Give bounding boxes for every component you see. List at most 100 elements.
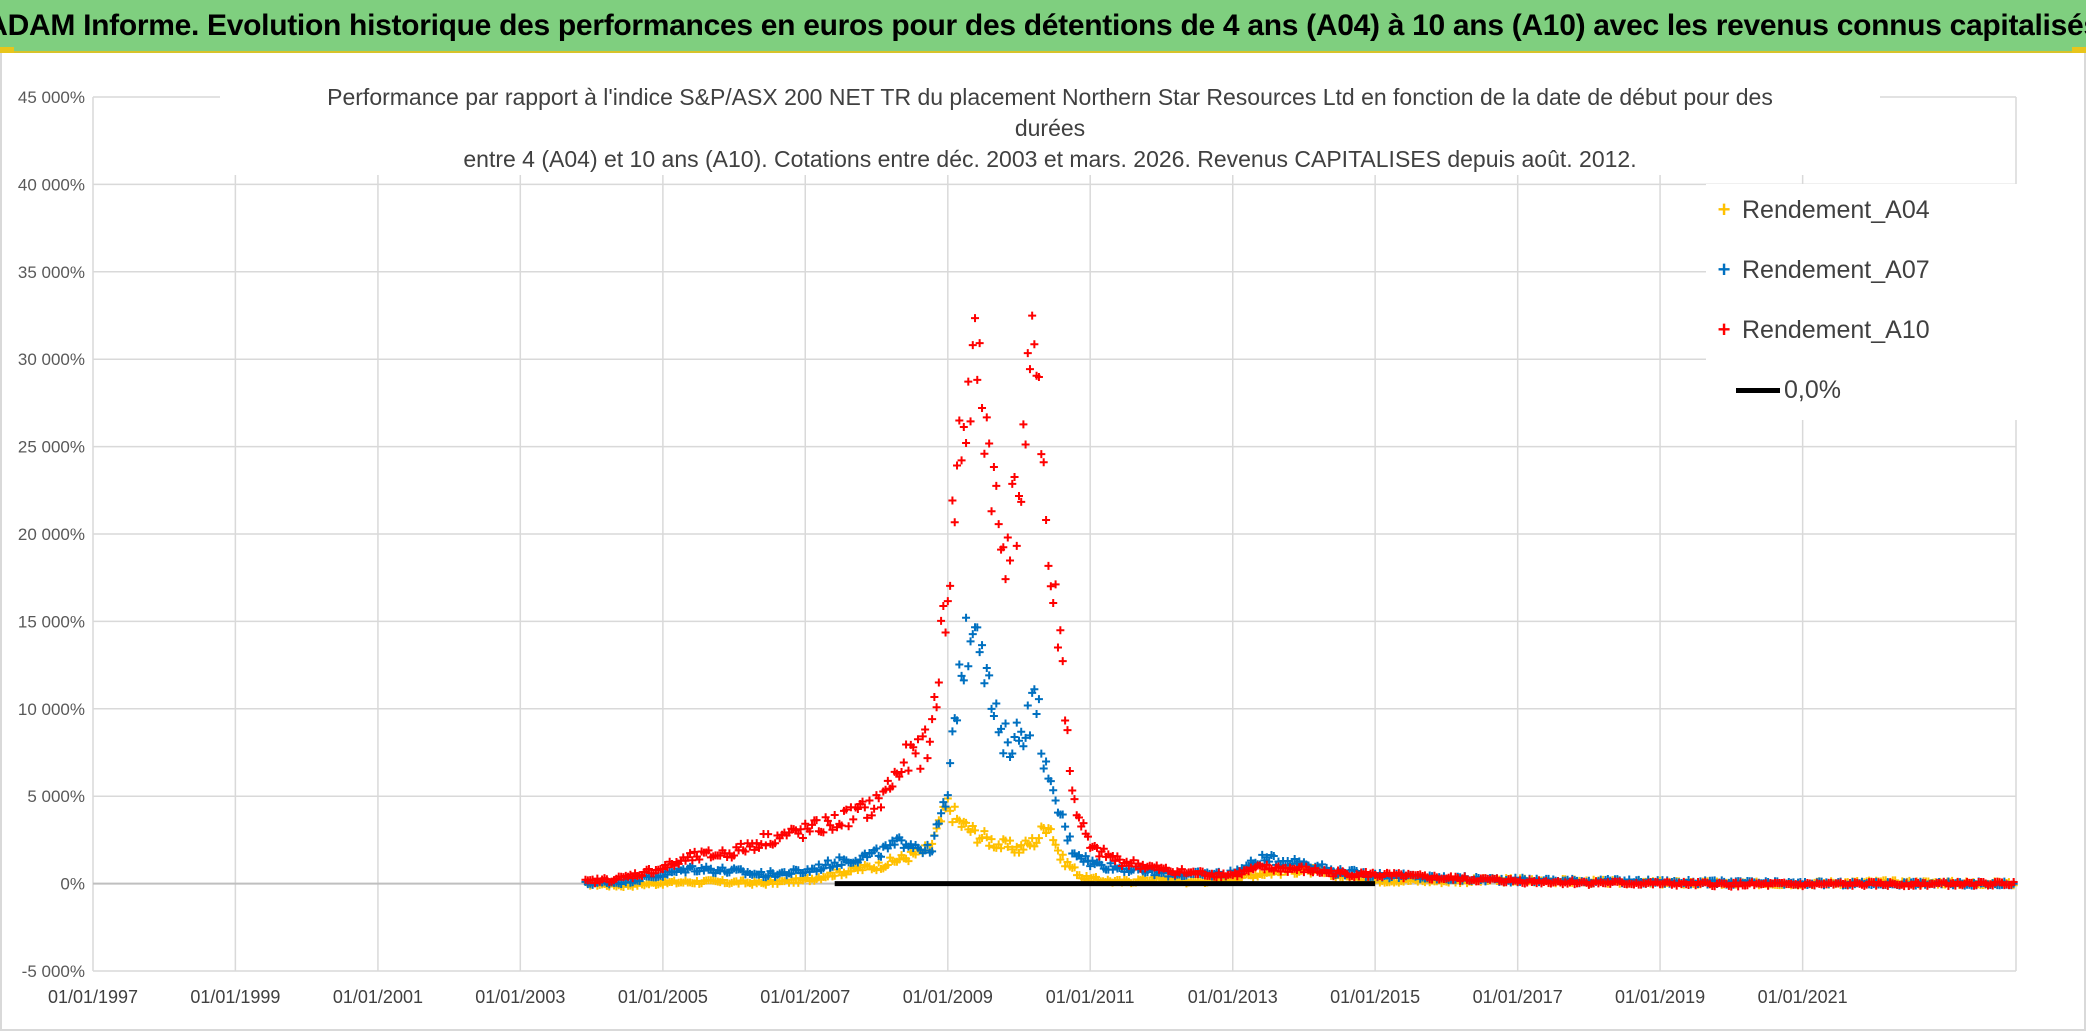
data-point (1283, 867, 1292, 876)
data-point (683, 853, 692, 862)
data-point (686, 849, 695, 858)
data-point (895, 772, 904, 781)
data-point (975, 339, 984, 348)
data-point (985, 841, 994, 850)
data-point (1032, 710, 1041, 719)
data-point (941, 628, 950, 637)
data-point (695, 855, 704, 864)
x-tick-label: 01/01/2007 (760, 987, 850, 1007)
data-point (964, 377, 973, 386)
data-point (899, 758, 908, 767)
data-point (962, 438, 971, 447)
data-point (757, 840, 766, 849)
data-point (982, 664, 991, 673)
data-point (1037, 450, 1046, 459)
data-point (1046, 777, 1055, 786)
data-point (1034, 695, 1043, 704)
data-point (837, 821, 846, 830)
data-point (1039, 764, 1048, 773)
data-point (821, 860, 830, 869)
legend-label-a10: Rendement_A10 (1742, 315, 1930, 344)
y-tick-label: 20 000% (18, 525, 85, 544)
data-point (1034, 834, 1043, 843)
data-point (934, 819, 943, 828)
chart-legend: + Rendement_A04 + Rendement_A07 + Rendem… (1706, 184, 2018, 420)
data-point (1092, 843, 1101, 852)
data-point (999, 749, 1008, 758)
data-point (1003, 842, 1012, 851)
x-tick-label: 01/01/2011 (1046, 987, 1135, 1007)
data-point (858, 797, 867, 806)
data-point (930, 692, 939, 701)
data-point (923, 840, 932, 849)
data-point (1056, 855, 1065, 864)
data-point (1063, 857, 1072, 866)
chart-title-line-3: entre 4 (A04) et 10 ans (A10). Cotations… (463, 146, 1637, 172)
data-point (918, 732, 927, 741)
banner-corner-right (2072, 47, 2086, 53)
data-point (973, 623, 982, 632)
data-point (863, 813, 872, 822)
x-tick-label: 01/01/2021 (1758, 987, 1848, 1007)
data-point (978, 403, 987, 412)
data-point (994, 520, 1003, 529)
data-point (874, 858, 883, 867)
data-point (704, 846, 713, 855)
chart-title-line-2: durées (1014, 115, 1086, 141)
y-tick-label: -5 000% (22, 962, 85, 981)
legend-line-zero (1736, 387, 1780, 393)
x-tick-label: 01/01/2009 (903, 987, 993, 1007)
data-point (1299, 868, 1308, 877)
data-point (904, 766, 913, 775)
legend-marker-a04: + (1717, 197, 1731, 222)
data-point (837, 860, 846, 869)
data-point (1327, 866, 1336, 875)
data-point (881, 785, 890, 794)
y-tick-label: 0% (60, 875, 85, 894)
data-point (957, 822, 966, 831)
data-point (876, 803, 885, 812)
data-point (725, 849, 734, 858)
data-point (987, 704, 996, 713)
data-point (948, 727, 957, 736)
data-point (1065, 832, 1074, 841)
data-point (962, 613, 971, 622)
data-point (987, 507, 996, 516)
data-point (1017, 497, 1026, 506)
data-point (870, 804, 879, 813)
y-tick-label: 30 000% (18, 350, 85, 369)
data-point (716, 851, 725, 860)
data-point (921, 725, 930, 734)
data-point (921, 846, 930, 855)
data-point (997, 844, 1006, 853)
data-point (833, 862, 842, 871)
data-point (1039, 458, 1048, 467)
data-point (888, 782, 897, 791)
data-point (937, 809, 946, 818)
data-point (1150, 871, 1159, 880)
data-point (1115, 855, 1124, 864)
data-point (955, 816, 964, 825)
data-point (658, 865, 667, 874)
legend-marker-a07: + (1717, 257, 1731, 282)
data-point (1008, 749, 1017, 758)
data-point (916, 764, 925, 773)
data-point (1025, 365, 1034, 374)
data-point (1025, 731, 1034, 740)
data-point (953, 716, 962, 725)
data-point (805, 827, 814, 836)
data-point (985, 671, 994, 680)
data-point (1058, 850, 1067, 859)
data-point (971, 826, 980, 835)
data-point (1237, 870, 1246, 879)
data-point (1061, 822, 1070, 831)
x-axis-ticks: 01/01/1997 01/01/1999 01/01/2001 01/01/2003… (48, 987, 1848, 1007)
data-point (1001, 575, 1010, 584)
data-point (982, 413, 991, 422)
data-point (1019, 742, 1028, 751)
data-point (1269, 852, 1278, 861)
data-point (853, 804, 862, 813)
data-point (1006, 556, 1015, 565)
data-point (1010, 473, 1019, 482)
x-tick-label: 01/01/2001 (333, 987, 423, 1007)
